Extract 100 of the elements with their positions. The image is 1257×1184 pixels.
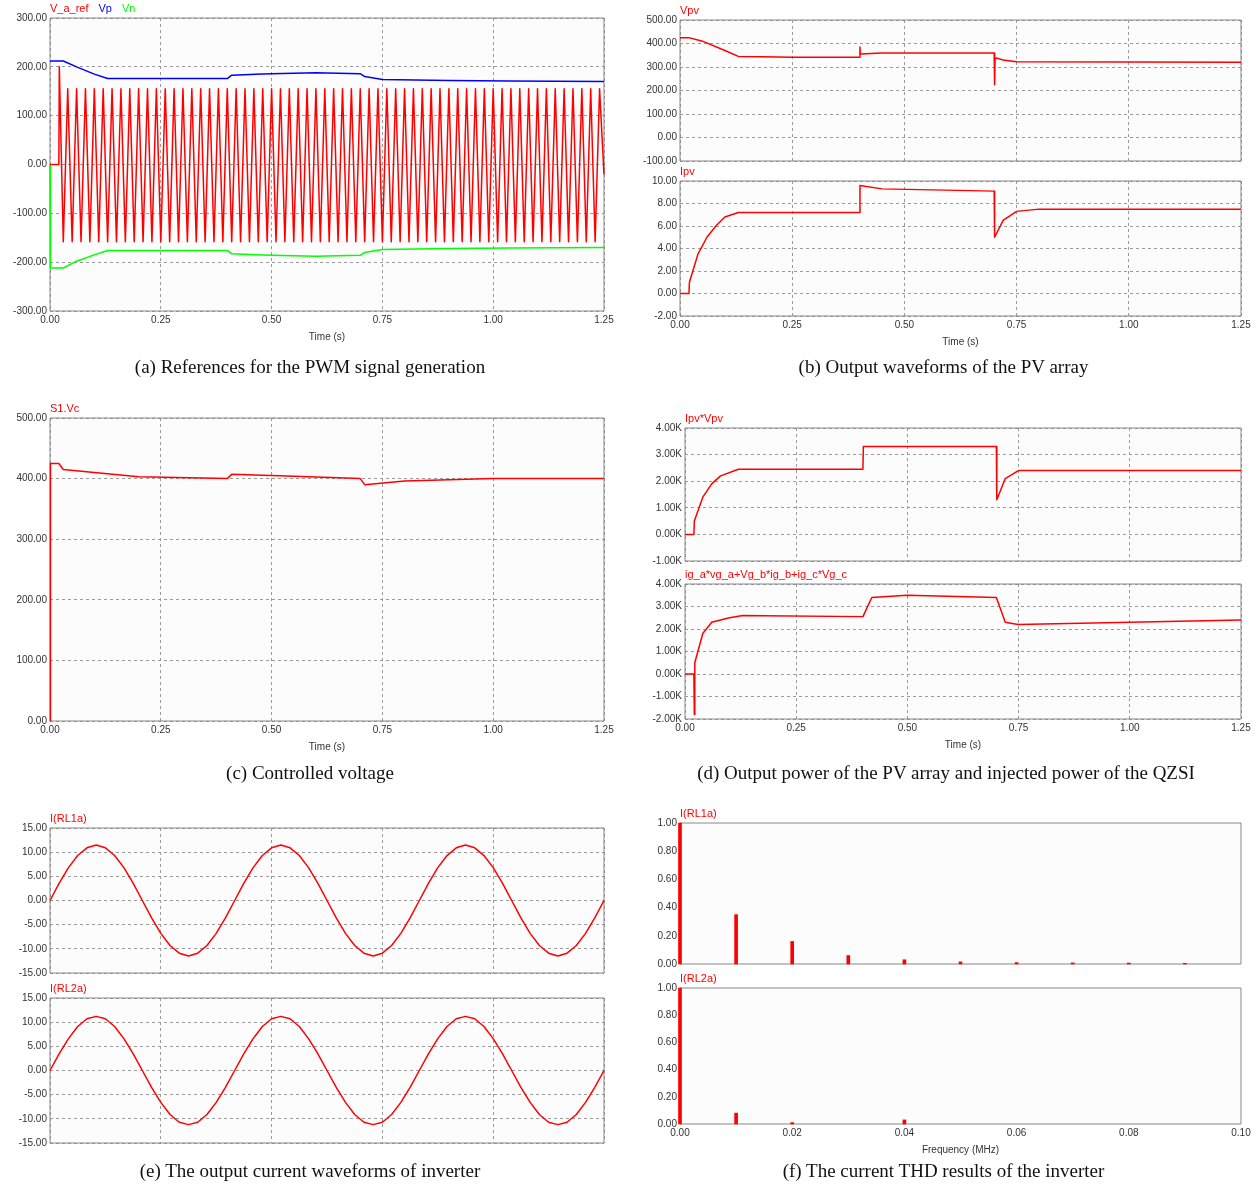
y-tick-label: -2.00K — [652, 712, 683, 724]
text: Ipv — [680, 164, 696, 177]
y-tick-label: 0.20 — [657, 929, 678, 941]
x-tick-label: 0.75 — [372, 313, 393, 325]
y-tick-label: 0.00 — [27, 894, 48, 906]
x-axis-title: Frequency (MHz) — [921, 1143, 1000, 1155]
text: (a) References for the PWM signal generation — [133, 356, 487, 378]
y-tick-label: -1.00K — [652, 690, 683, 702]
y-tick-label: 400.00 — [16, 472, 48, 484]
y-tick-label: 0.00K — [655, 667, 683, 679]
y-tick-label: 0.60 — [657, 873, 678, 885]
y-tick-label: 1.00 — [657, 816, 678, 828]
y-tick-label: 100.00 — [646, 107, 678, 119]
y-tick-label: 0.20 — [657, 1090, 678, 1102]
bar — [790, 1122, 795, 1125]
bar — [678, 822, 682, 965]
y-tick-label: 4.00K — [655, 577, 683, 589]
x-tick-label: 0.00 — [40, 723, 61, 735]
y-tick-label: 0.40 — [657, 1063, 678, 1075]
bar — [846, 955, 851, 965]
x-tick-label: 1.00 — [1120, 721, 1140, 733]
y-tick-label: 0.00 — [657, 957, 678, 969]
text: (f) The current THD results of the inverter — [781, 1160, 1106, 1182]
y-tick-label: -100.00 — [13, 207, 48, 219]
y-tick-label: 200.00 — [16, 60, 48, 72]
x-tick-label: 1.00 — [1119, 318, 1139, 330]
text: I(RL2a) — [50, 981, 87, 994]
bar — [790, 941, 795, 965]
x-axis-title: Time (s) — [308, 330, 346, 342]
x-tick-label: 0.50 — [897, 721, 918, 733]
y-tick-label: -10.00 — [18, 942, 48, 954]
y-tick-label: 10.00 — [21, 845, 48, 857]
y-tick-label: 400.00 — [646, 37, 678, 49]
y-tick-label: 500.00 — [646, 13, 678, 25]
x-tick-label: 0.10 — [1231, 1126, 1252, 1138]
y-tick-label: 3.00K — [655, 448, 683, 460]
x-tick-label: 0.25 — [786, 721, 807, 733]
text: (b) Output waveforms of the PV array — [797, 356, 1090, 378]
bar — [678, 987, 682, 1125]
y-tick-label: 1.00K — [655, 501, 683, 513]
y-tick-label: 200.00 — [16, 593, 48, 605]
y-tick-label: 0.60 — [657, 1036, 678, 1048]
x-tick-label: 0.08 — [1119, 1126, 1139, 1138]
x-axis-title: Time (s) — [942, 335, 979, 347]
y-tick-label: -1.00K — [652, 554, 683, 566]
text: (e) The output current waveforms of inverter — [138, 1160, 482, 1182]
x-axis-title: Time (s) — [944, 738, 982, 750]
y-tick-label: 15.00 — [21, 991, 48, 1003]
bar — [734, 1112, 738, 1125]
y-tick-label: 0.80 — [657, 1008, 678, 1020]
y-tick-label: -300.00 — [13, 304, 48, 316]
y-tick-label: 0.00 — [657, 131, 678, 143]
y-tick-label: 15.00 — [21, 821, 48, 833]
text: (d) Output power of the PV array and injected power of the QZSI — [696, 762, 1196, 784]
y-tick-label: 0.40 — [657, 901, 678, 913]
text: S1.Vc — [50, 401, 80, 414]
y-tick-label: 5.00 — [27, 870, 48, 882]
y-tick-label: 300.00 — [646, 60, 678, 72]
y-tick-label: 2.00K — [655, 622, 683, 634]
x-tick-label: 1.00 — [483, 723, 504, 735]
bar — [734, 914, 738, 965]
y-tick-label: 0.80 — [657, 844, 678, 856]
y-tick-label: 100.00 — [16, 109, 48, 121]
text: (c) Controlled voltage — [225, 762, 395, 784]
y-tick-label: 2.00K — [655, 474, 683, 486]
x-tick-label: 0.50 — [261, 313, 282, 325]
y-tick-label: -15.00 — [18, 966, 48, 978]
x-tick-label: 0.50 — [894, 318, 915, 330]
y-tick-label: -200.00 — [13, 255, 48, 267]
y-tick-label: 200.00 — [646, 84, 678, 96]
y-tick-label: 10.00 — [21, 1015, 48, 1027]
x-tick-label: 0.02 — [782, 1126, 803, 1138]
x-tick-label: 1.00 — [483, 313, 504, 325]
x-tick-label: 0.75 — [1008, 721, 1029, 733]
x-tick-label: 1.25 — [594, 723, 615, 735]
text: Vn — [121, 1, 136, 14]
text: ig_a*vg_a+Vg_b*ig_b+ig_c*Vg_c — [685, 567, 848, 580]
y-tick-label: 100.00 — [16, 654, 48, 666]
y-tick-label: 1.00K — [655, 645, 683, 657]
text: I(RL1a) — [50, 811, 87, 824]
y-tick-label: 1.00 — [657, 981, 678, 993]
series-label: I(RL2a) — [680, 971, 717, 984]
x-tick-label: 0.25 — [151, 723, 171, 735]
text: Vpv — [680, 3, 700, 16]
y-tick-label: 500.00 — [16, 411, 48, 423]
y-tick-label: -10.00 — [18, 1112, 48, 1124]
y-tick-label: 2.00 — [657, 264, 678, 276]
y-tick-label: 6.00 — [657, 219, 678, 231]
y-tick-label: -100.00 — [643, 154, 678, 166]
x-tick-label: 0.75 — [1006, 318, 1027, 330]
y-tick-label: 10.00 — [651, 174, 678, 186]
y-tick-label: 0.00 — [27, 1064, 48, 1076]
y-tick-label: -5.00 — [24, 918, 48, 930]
y-tick-label: 0.00 — [27, 158, 48, 170]
x-tick-label: 0.75 — [372, 723, 393, 735]
y-tick-label: 0.00 — [657, 287, 678, 299]
y-tick-label: 3.00K — [655, 600, 683, 612]
y-tick-label: 4.00 — [657, 242, 678, 254]
y-tick-label: -15.00 — [18, 1136, 48, 1148]
text: V_a_ref — [50, 1, 90, 14]
